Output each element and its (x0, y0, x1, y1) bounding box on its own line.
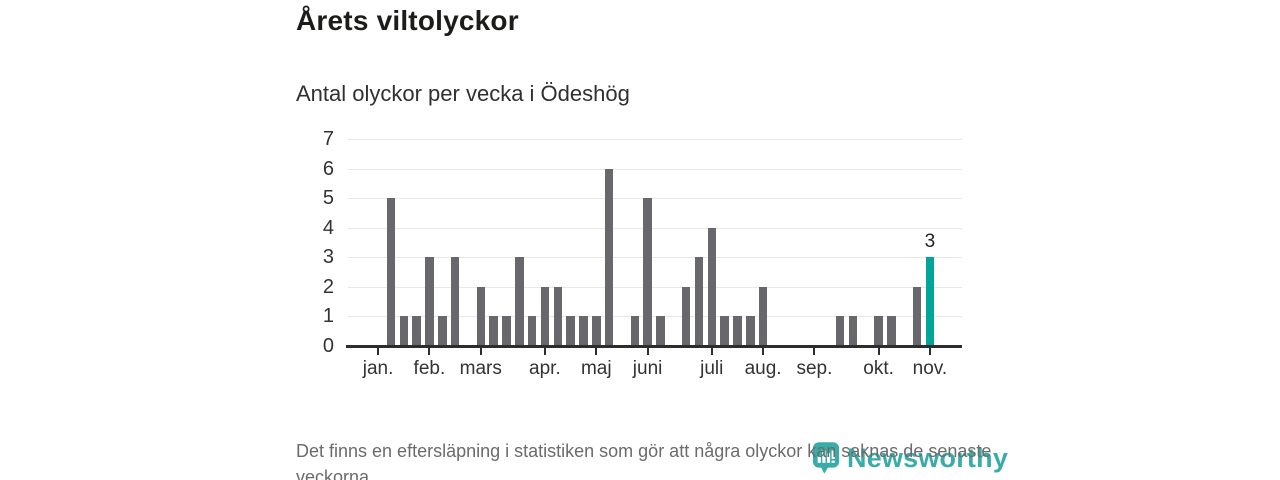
bar-week (399, 316, 408, 346)
bar-week (450, 257, 460, 346)
y-axis-tick-label: 4 (322, 216, 334, 239)
y-gridline (348, 286, 962, 288)
y-axis-tick-label: 3 (322, 246, 334, 269)
bar-week (579, 316, 588, 346)
bar-week (553, 286, 562, 346)
x-axis-tick-label: mars (459, 358, 502, 379)
bar-week (425, 257, 434, 346)
x-axis-tick-label: sep. (796, 358, 833, 379)
x-axis-tick (710, 348, 713, 355)
bar-week (758, 286, 768, 346)
bar-week (643, 198, 652, 346)
bar-week (835, 316, 845, 346)
bar-week (604, 168, 614, 346)
bar-week (515, 257, 524, 346)
bar-week (476, 286, 485, 346)
chart-subtitle: Antal olyckor per vecka i Ödeshög (296, 81, 630, 106)
bar-week (874, 316, 883, 346)
y-gridline (348, 257, 962, 259)
y-axis-tick-label: 7 (322, 128, 334, 150)
y-gridline (348, 227, 962, 229)
x-axis-tick (928, 348, 931, 355)
newsworthy-logo: Newsworthy (812, 441, 1008, 475)
bar-week (887, 316, 896, 346)
bar-week (412, 316, 421, 346)
y-axis-tick-label: 2 (322, 275, 334, 298)
bar-week (848, 316, 858, 346)
x-axis-tick-label: juli (700, 358, 724, 379)
x-axis-tick-label: maj (580, 358, 612, 379)
bar-week (694, 257, 704, 346)
x-axis-tick-label: okt. (863, 358, 894, 379)
y-gridline (348, 198, 962, 200)
bar-week (681, 286, 691, 346)
bar-week (386, 198, 396, 346)
bar-week (438, 316, 447, 346)
chart-title: Årets viltolyckor (296, 5, 519, 36)
x-axis-tick (543, 348, 546, 355)
bar-week (912, 286, 922, 346)
bar-week (489, 316, 498, 346)
y-gridline (348, 316, 962, 318)
newsworthy-logo-text: Newsworthy (847, 442, 1009, 473)
x-axis-tick-label: juni (632, 358, 663, 379)
x-axis-tick (646, 348, 649, 355)
bar-week (925, 257, 935, 346)
x-axis-tick-label: aug. (744, 358, 782, 379)
bar-week (502, 316, 511, 346)
y-gridline (348, 168, 962, 170)
bar-week (630, 316, 639, 346)
y-gridline (348, 139, 962, 140)
highlight-value-label: 3 (924, 231, 936, 253)
chart-footnote: Det finns en eftersläpning i statistiken… (296, 441, 992, 480)
x-axis-tick-label: apr. (529, 358, 561, 379)
bar-week (746, 316, 755, 346)
bar-week (707, 227, 716, 346)
bar-week (592, 316, 601, 346)
bar-week (733, 316, 742, 346)
x-axis-tick-label: nov. (912, 358, 948, 379)
x-axis-tick (595, 348, 598, 355)
x-axis-tick (877, 348, 880, 355)
y-axis-tick-label: 1 (322, 305, 334, 328)
bar-week (566, 316, 575, 346)
bar-chart-pin-icon (812, 441, 840, 475)
bar-week (527, 316, 537, 346)
x-axis-tick-label: feb. (413, 358, 446, 379)
x-axis-line (346, 345, 962, 348)
x-axis-tick-label: jan. (362, 358, 394, 379)
bar-week (720, 316, 729, 346)
x-axis-tick (479, 348, 482, 355)
y-axis-tick-label: 0 (322, 335, 334, 357)
bar-week (540, 286, 550, 346)
x-axis-tick (428, 348, 431, 355)
y-axis-tick-label: 5 (322, 187, 334, 210)
x-axis-tick (813, 348, 816, 355)
x-axis-tick (377, 348, 380, 355)
x-axis-tick (762, 348, 765, 355)
y-axis-tick-label: 6 (322, 157, 334, 180)
bar-week (656, 316, 665, 346)
